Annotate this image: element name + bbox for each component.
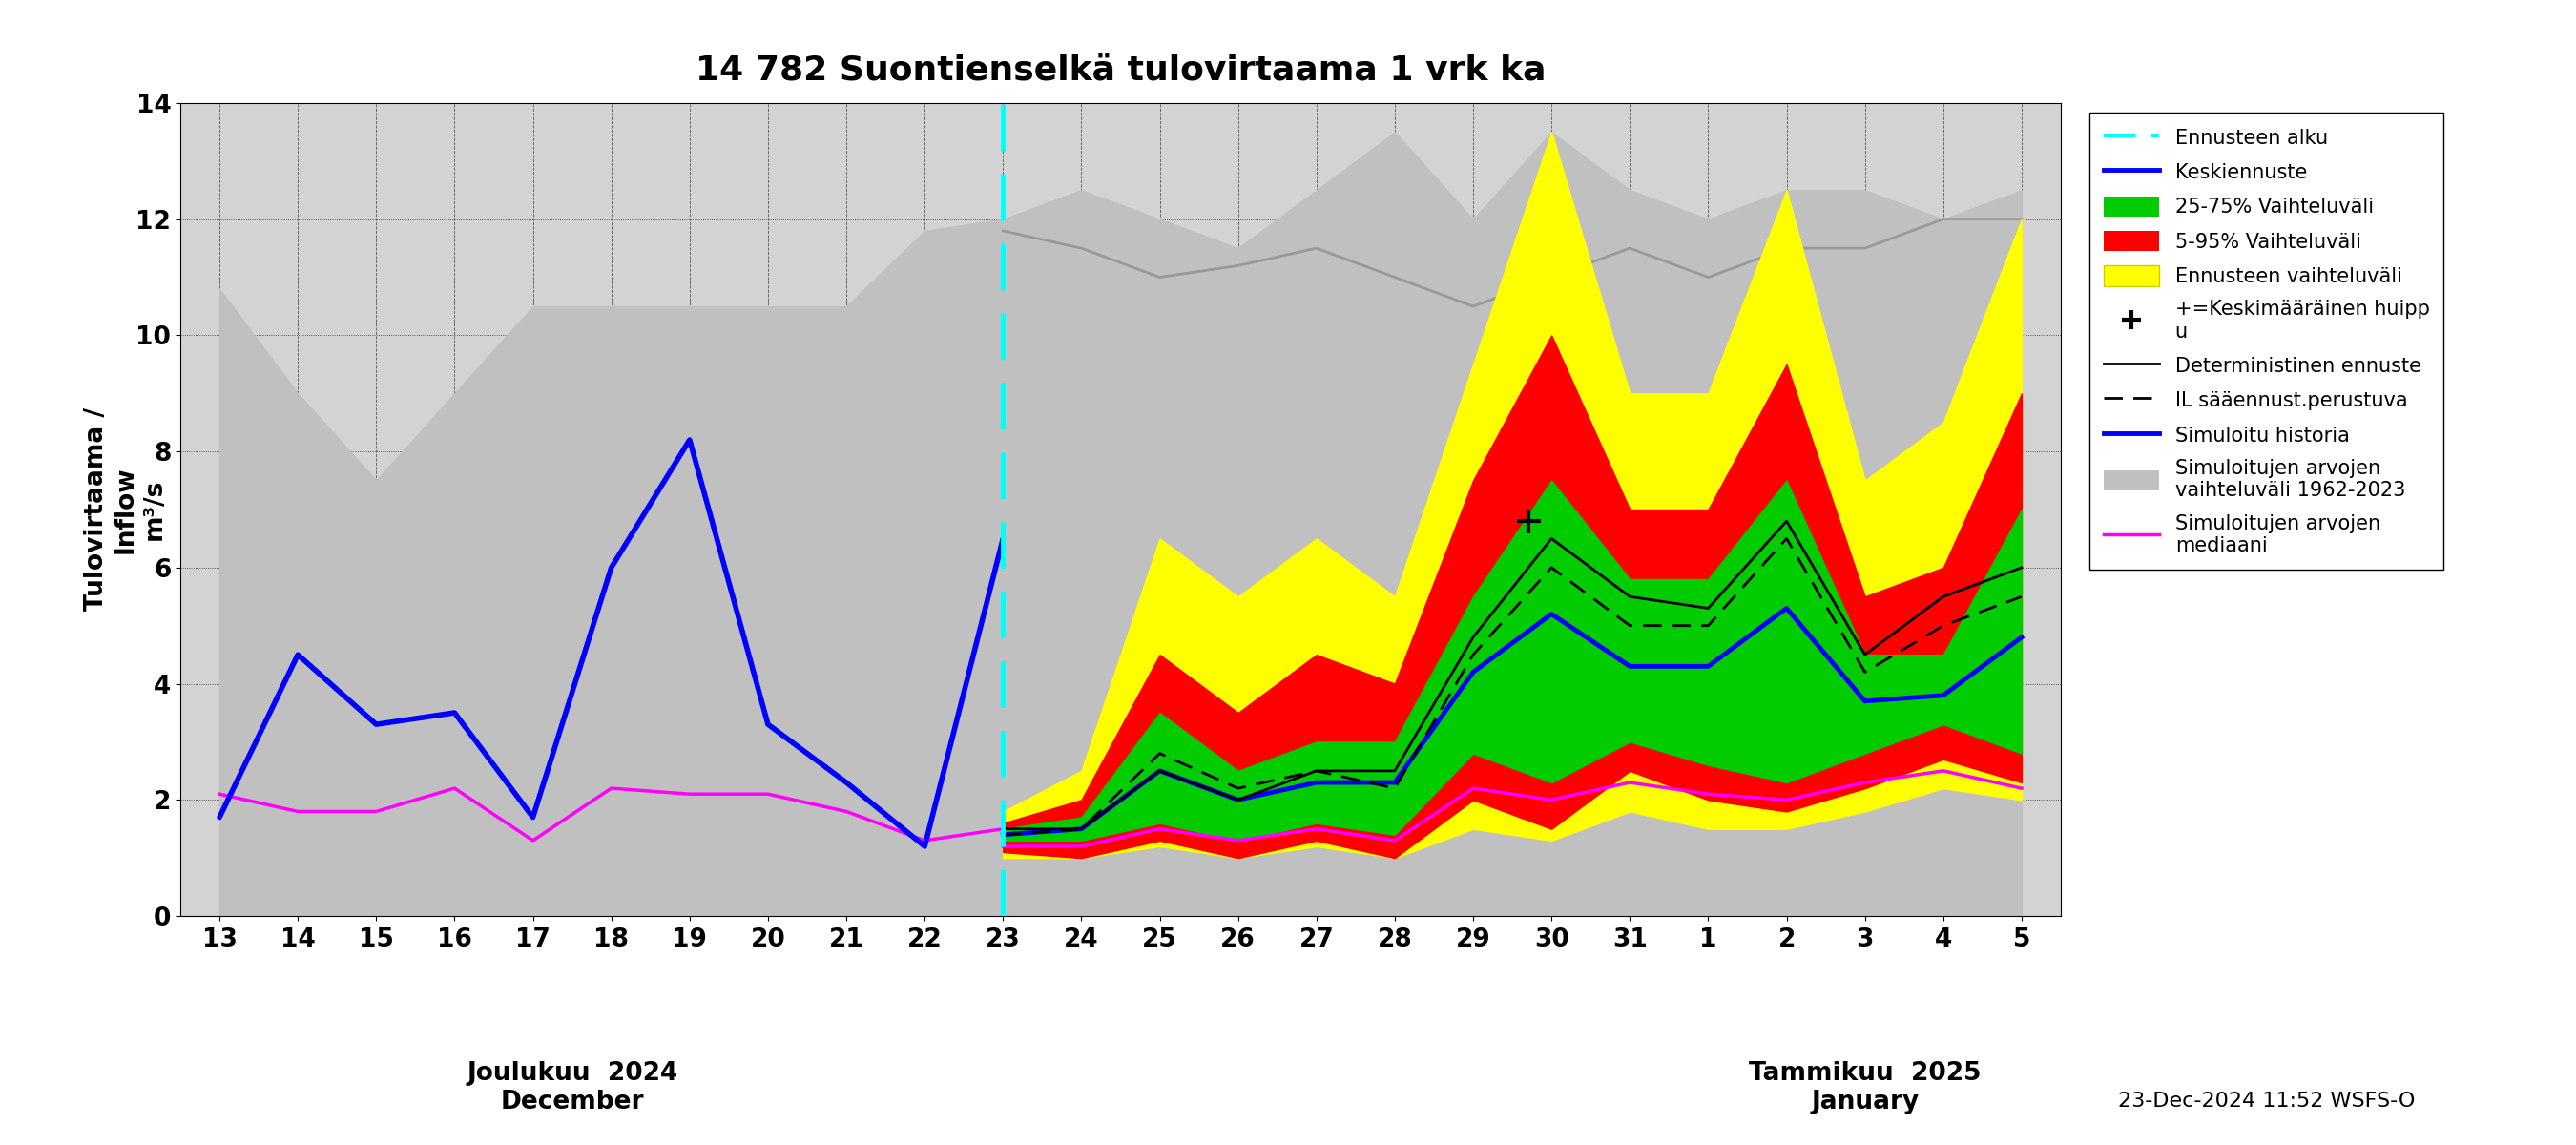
Text: Joulukuu  2024
December: Joulukuu 2024 December [466, 1061, 677, 1114]
Text: 23-Dec-2024 11:52 WSFS-O: 23-Dec-2024 11:52 WSFS-O [2117, 1091, 2416, 1111]
Title: 14 782 Suontienselkä tulovirtaama 1 vrk ka: 14 782 Suontienselkä tulovirtaama 1 vrk … [696, 54, 1546, 86]
Legend: Ennusteen alku, Keskiennuste, 25-75% Vaihteluväli, 5-95% Vaihteluväli, Ennusteen: Ennusteen alku, Keskiennuste, 25-75% Vai… [2089, 113, 2445, 569]
Y-axis label: Tulovirtaama /
Inflow
m³/s: Tulovirtaama / Inflow m³/s [85, 408, 167, 611]
Text: Tammikuu  2025
January: Tammikuu 2025 January [1749, 1061, 1981, 1114]
